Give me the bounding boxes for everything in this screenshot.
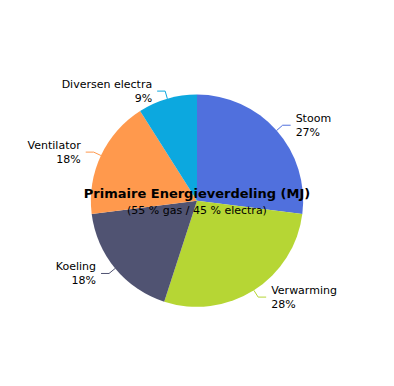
svg-text:Primaire Energieverdeling (MJ): Primaire Energieverdeling (MJ): [84, 186, 310, 201]
svg-text:27%: 27%: [296, 126, 320, 139]
svg-text:Ventilator: Ventilator: [28, 139, 82, 152]
svg-text:Verwarming: Verwarming: [271, 284, 337, 297]
svg-text:18%: 18%: [72, 274, 96, 287]
svg-text:(55 % gas / 45 % electra): (55 % gas / 45 % electra): [127, 204, 267, 217]
svg-text:Stoom: Stoom: [296, 112, 331, 125]
svg-text:Diversen electra: Diversen electra: [62, 78, 153, 91]
svg-text:9%: 9%: [135, 92, 152, 105]
svg-text:28%: 28%: [271, 298, 295, 311]
svg-text:Koeling: Koeling: [56, 260, 96, 273]
svg-text:18%: 18%: [56, 153, 80, 166]
